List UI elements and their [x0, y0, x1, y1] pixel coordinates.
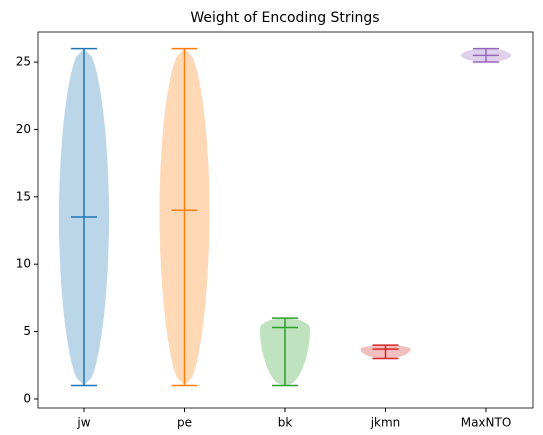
y-tick-label: 10 — [16, 257, 31, 271]
y-tick-label: 0 — [23, 391, 31, 405]
y-tick-label: 15 — [16, 189, 31, 203]
x-tick-label: MaxNTO — [461, 416, 512, 430]
x-tick-label: pe — [177, 416, 192, 430]
x-tick-label: bk — [278, 416, 293, 430]
y-tick-label: 5 — [23, 324, 31, 338]
y-tick-label: 20 — [16, 122, 31, 136]
plot-frame — [37, 31, 534, 409]
y-tick-label: 25 — [16, 55, 31, 69]
x-tick-label: jkmn — [370, 416, 401, 430]
x-tick-label: jw — [76, 416, 90, 430]
chart-title: Weight of Encoding Strings — [190, 10, 379, 26]
